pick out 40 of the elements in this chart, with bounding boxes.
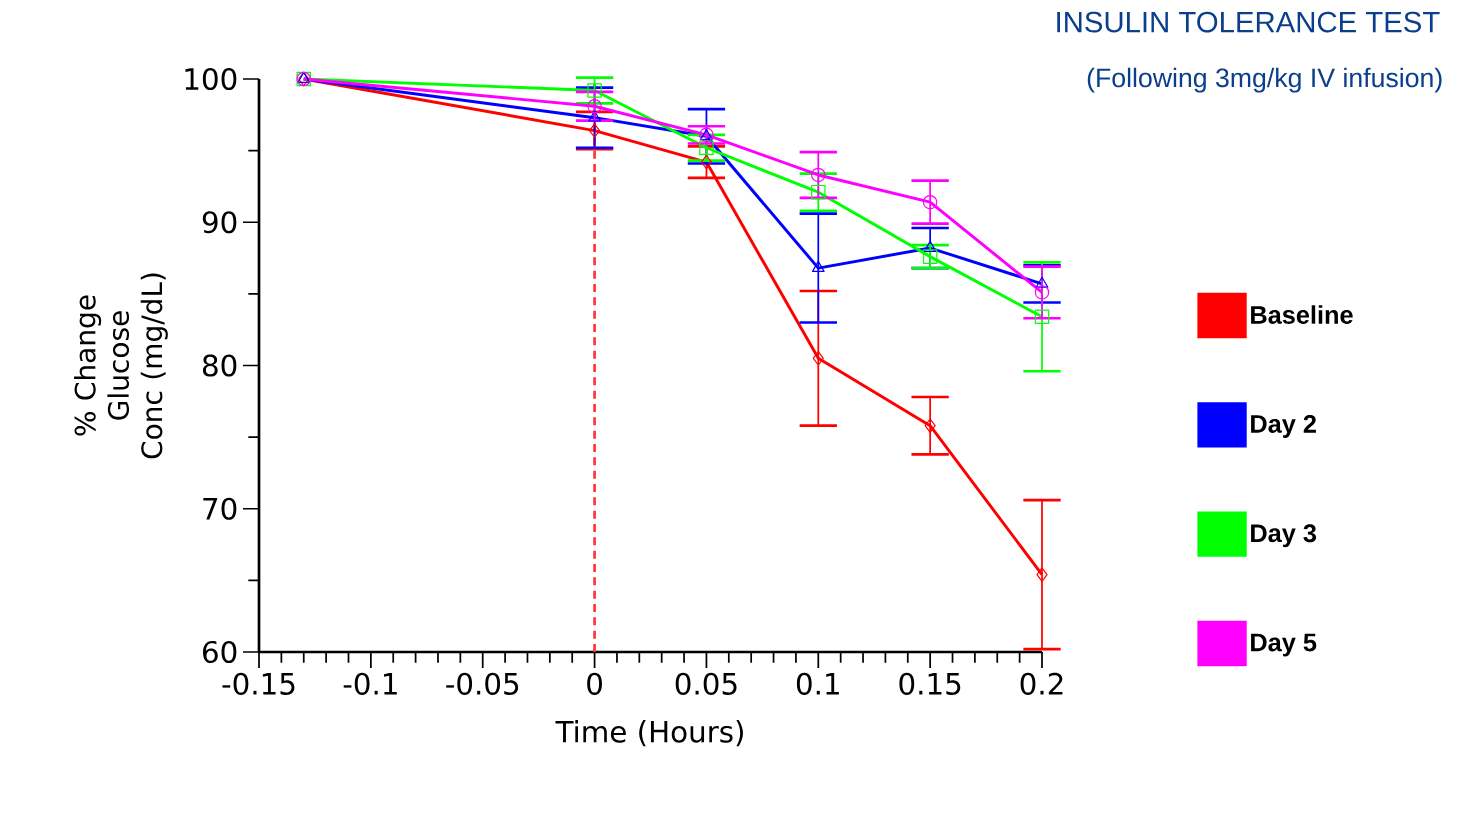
text: (Following 3mg/kg IV infusion) — [1087, 67, 1442, 93]
y-axis-title: % Change Glucose Conc (mg/dL) — [74, 273, 168, 459]
legend-label: Day 3 — [1251, 524, 1317, 548]
point — [587, 98, 602, 114]
point — [1034, 285, 1050, 300]
point — [700, 154, 713, 170]
point — [588, 110, 601, 122]
legend-label: Baseline — [1251, 305, 1353, 324]
point — [811, 260, 825, 273]
text: INSULIN TOLERANCE TEST — [1057, 11, 1440, 33]
x-tick-label: -0.15 — [222, 672, 295, 695]
y-tick-label: 60 — [203, 640, 237, 664]
x-axis-title: Time (Hours) — [555, 720, 743, 747]
point — [812, 351, 824, 366]
x-tick-label: 0.1 — [796, 672, 839, 695]
point — [923, 240, 937, 252]
point — [587, 83, 602, 98]
point — [811, 184, 826, 200]
x-tick-label: 0.2 — [1020, 672, 1063, 695]
point — [922, 194, 938, 210]
point — [811, 167, 826, 183]
point — [1034, 309, 1050, 325]
point — [922, 249, 938, 264]
x-tick-label: 0 — [587, 672, 602, 695]
y-tick-label: 100 — [185, 67, 237, 91]
y-tick-label: 80 — [202, 354, 237, 377]
x-tick-label: -0.05 — [446, 672, 519, 695]
point — [1036, 567, 1048, 582]
x-tick-label: 0.05 — [675, 672, 737, 695]
legend-label: Day 5 — [1251, 633, 1317, 657]
point — [924, 418, 936, 433]
x-tick-label: -0.1 — [343, 672, 397, 695]
y-tick-label: 90 — [202, 211, 237, 234]
point — [297, 71, 311, 83]
point — [699, 140, 714, 156]
x-tick-label: 0.15 — [899, 672, 961, 695]
point — [588, 123, 601, 138]
legend-label: Day 2 — [1251, 414, 1316, 438]
y-tick-label: 70 — [203, 497, 237, 520]
point — [1035, 276, 1049, 288]
